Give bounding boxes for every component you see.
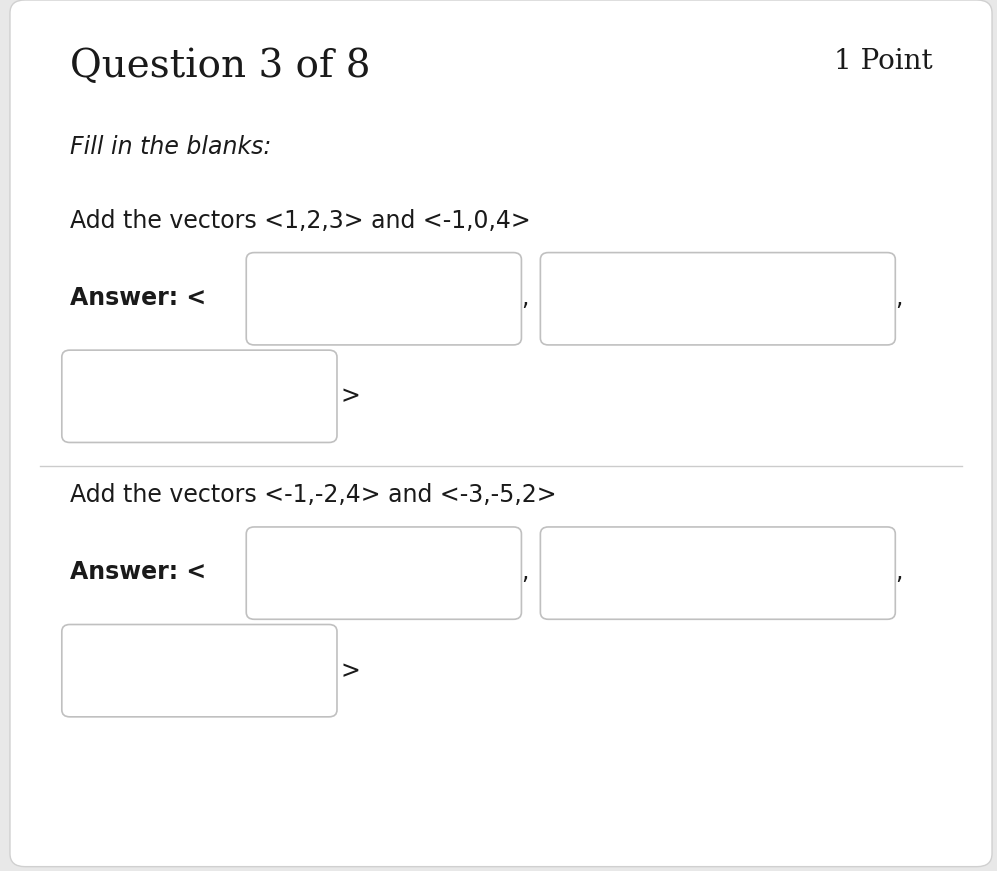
- FancyBboxPatch shape: [62, 350, 337, 442]
- Text: >: >: [341, 384, 361, 408]
- Text: Fill in the blanks:: Fill in the blanks:: [70, 135, 271, 159]
- FancyBboxPatch shape: [10, 0, 992, 867]
- Text: Question 3 of 8: Question 3 of 8: [70, 48, 370, 84]
- Text: Answer: <: Answer: <: [70, 286, 206, 310]
- FancyBboxPatch shape: [540, 527, 895, 619]
- Text: ,: ,: [521, 560, 528, 584]
- FancyBboxPatch shape: [246, 253, 521, 345]
- Text: 1 Point: 1 Point: [833, 48, 932, 75]
- FancyBboxPatch shape: [62, 625, 337, 717]
- Text: ,: ,: [521, 286, 528, 310]
- Text: ,: ,: [895, 560, 902, 584]
- Text: Add the vectors <1,2,3> and <-1,0,4>: Add the vectors <1,2,3> and <-1,0,4>: [70, 209, 530, 233]
- FancyBboxPatch shape: [246, 527, 521, 619]
- Text: Add the vectors <-1,-2,4> and <-3,-5,2>: Add the vectors <-1,-2,4> and <-3,-5,2>: [70, 483, 556, 508]
- FancyBboxPatch shape: [540, 253, 895, 345]
- Text: >: >: [341, 658, 361, 683]
- Text: ,: ,: [895, 286, 902, 310]
- Text: Answer: <: Answer: <: [70, 560, 206, 584]
